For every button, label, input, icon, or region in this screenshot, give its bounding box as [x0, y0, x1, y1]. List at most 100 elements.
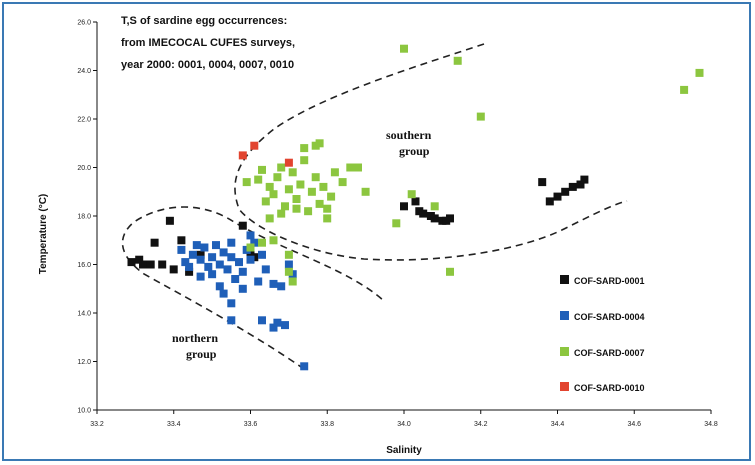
x-tick-label: 33.8 — [320, 421, 334, 428]
y-tick-label: 16.0 — [77, 262, 91, 269]
legend-label-0010: COF-SARD-0010 — [574, 383, 645, 393]
data-point-cof-sard-0007 — [315, 199, 324, 208]
data-point-cof-sard-0004 — [192, 241, 201, 250]
data-point-cof-sard-0007 — [288, 277, 297, 286]
data-point-cof-sard-0004 — [181, 258, 190, 267]
y-tick-label: 26.0 — [77, 20, 91, 27]
data-point-cof-sard-0004 — [284, 260, 293, 269]
data-point-cof-sard-0001 — [538, 178, 547, 187]
data-point-cof-sard-0007 — [284, 185, 293, 194]
data-point-cof-sard-0007 — [400, 44, 408, 53]
data-point-cof-sard-0007 — [277, 163, 286, 172]
data-point-cof-sard-0004 — [300, 362, 309, 371]
data-point-cof-sard-0007 — [330, 168, 339, 177]
data-point-cof-sard-0007 — [446, 267, 454, 276]
x-tick-label: 33.2 — [90, 421, 104, 428]
data-point-cof-sard-0007 — [407, 190, 416, 199]
data-point-cof-sard-0004 — [227, 316, 236, 325]
data-point-cof-sard-0001 — [238, 221, 247, 230]
x-tick-label: 34.4 — [551, 421, 565, 428]
data-point-cof-sard-0007 — [307, 187, 316, 196]
chart-frame: T,S of sardine egg occurrences: from IME… — [2, 2, 751, 461]
data-point-cof-sard-0001 — [150, 238, 159, 247]
data-point-cof-sard-0007 — [338, 178, 347, 187]
data-point-cof-sard-0004 — [227, 253, 236, 262]
northern-group-label-line-1: northern — [172, 331, 218, 345]
data-point-cof-sard-0004 — [269, 323, 278, 332]
y-tick-label: 24.0 — [77, 68, 91, 75]
y-tick-label: 12.0 — [77, 359, 91, 366]
data-point-cof-sard-0007 — [269, 236, 278, 245]
x-tick-label: 34.6 — [627, 421, 641, 428]
data-point-cof-sard-0004 — [215, 282, 224, 291]
data-point-cof-sard-0007 — [346, 163, 355, 172]
data-point-cof-sard-0004 — [219, 289, 228, 298]
y-tick-label: 22.0 — [77, 117, 91, 124]
legend: COF-SARD-0001 COF-SARD-0004 COF-SARD-000… — [560, 275, 645, 393]
legend-marker-0010 — [560, 382, 569, 391]
data-point-cof-sard-0004 — [261, 265, 270, 274]
data-point-cof-sard-0004 — [281, 321, 289, 330]
data-point-cof-sard-0001 — [568, 182, 577, 191]
data-point-cof-sard-0001 — [400, 202, 408, 211]
x-tick-label: 34.0 — [397, 421, 411, 428]
data-point-cof-sard-0007 — [258, 165, 266, 174]
data-point-cof-sard-0004 — [219, 248, 228, 257]
data-point-cof-sard-0007 — [361, 187, 370, 196]
data-point-cof-sard-0007 — [292, 195, 301, 203]
data-point-cof-sard-0007 — [319, 182, 328, 191]
data-point-cof-sard-0004 — [258, 250, 266, 259]
y-tick-label: 18.0 — [77, 214, 91, 221]
data-point-cof-sard-0001 — [576, 180, 585, 189]
data-point-cof-sard-0001 — [545, 197, 554, 206]
data-point-cof-sard-0007 — [300, 144, 309, 153]
data-point-cof-sard-0007 — [311, 173, 320, 182]
data-points-group — [127, 44, 704, 371]
data-point-cof-sard-0004 — [246, 255, 255, 264]
y-axis-title: Temperature (°C) — [38, 194, 49, 275]
data-point-cof-sard-0001 — [158, 260, 167, 269]
data-point-cof-sard-0004 — [227, 238, 236, 247]
data-point-cof-sard-0007 — [258, 238, 266, 247]
data-point-cof-sard-0007 — [453, 56, 462, 65]
data-point-cof-sard-0010 — [238, 151, 247, 160]
data-point-cof-sard-0007 — [430, 202, 439, 211]
data-point-cof-sard-0001 — [127, 258, 136, 267]
data-point-cof-sard-0007 — [354, 163, 362, 172]
data-point-cof-sard-0004 — [208, 253, 217, 262]
data-point-cof-sard-0007 — [315, 139, 324, 148]
northern-group-label-line-2: group — [186, 347, 217, 361]
legend-marker-0004 — [560, 311, 569, 320]
x-tick-label: 34.2 — [474, 421, 488, 428]
data-point-cof-sard-0004 — [227, 299, 236, 308]
data-point-cof-sard-0004 — [223, 265, 232, 274]
data-point-cof-sard-0001 — [430, 214, 439, 223]
data-point-cof-sard-0004 — [238, 267, 247, 276]
data-point-cof-sard-0004 — [208, 270, 217, 279]
southern-group-boundary — [234, 43, 628, 261]
data-point-cof-sard-0007 — [284, 250, 293, 259]
data-point-cof-sard-0004 — [273, 318, 282, 327]
data-point-cof-sard-0004 — [177, 245, 186, 254]
data-point-cof-sard-0004 — [269, 279, 278, 288]
data-point-cof-sard-0007 — [254, 175, 263, 184]
data-point-cof-sard-0004 — [246, 231, 255, 240]
data-point-cof-sard-0004 — [250, 238, 259, 247]
data-point-cof-sard-0007 — [300, 156, 309, 165]
data-point-cof-sard-0007 — [323, 214, 332, 223]
data-point-cof-sard-0004 — [196, 272, 205, 281]
data-point-cof-sard-0001 — [561, 187, 570, 196]
x-tick-label: 33.6 — [244, 421, 258, 428]
data-point-cof-sard-0004 — [231, 275, 240, 283]
chart-title-line-1: T,S of sardine egg occurrences: — [121, 15, 287, 27]
northern-group-boundary — [121, 206, 385, 370]
legend-marker-0001 — [560, 275, 569, 284]
data-point-cof-sard-0004 — [200, 243, 209, 252]
y-tick-label: 14.0 — [77, 311, 91, 318]
x-axis-title: Salinity — [386, 445, 422, 456]
data-point-cof-sard-0001 — [177, 236, 186, 245]
data-point-cof-sard-0007 — [269, 190, 278, 199]
data-point-cof-sard-0007 — [392, 219, 401, 228]
southern-group-label-line-2: group — [399, 144, 430, 158]
data-point-cof-sard-0001 — [169, 265, 178, 274]
